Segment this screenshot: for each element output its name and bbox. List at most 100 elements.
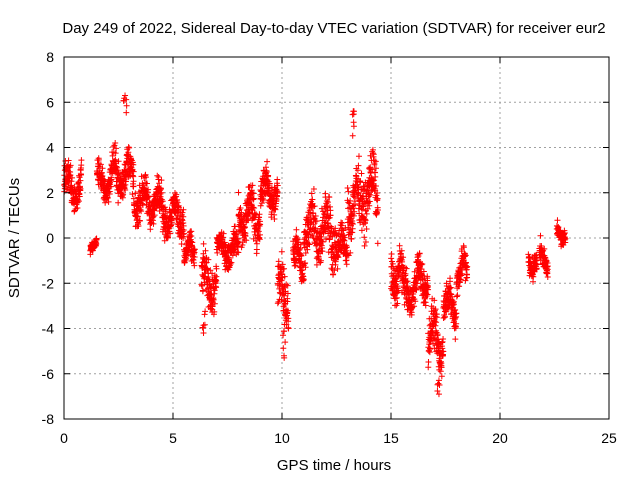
x-tick-label: 25 [601, 430, 617, 446]
data-point [433, 314, 440, 321]
y-tick-label: 2 [46, 185, 54, 201]
data-point [107, 183, 114, 190]
data-point [69, 174, 76, 181]
data-point [453, 293, 460, 300]
data-point [191, 246, 198, 253]
data-point [156, 207, 163, 214]
data-point [324, 210, 331, 217]
data-point [561, 229, 568, 236]
data-point [355, 153, 362, 160]
data-point [372, 183, 379, 190]
data-point [544, 274, 551, 281]
data-point [257, 221, 264, 228]
data-point [395, 287, 402, 294]
data-point [343, 244, 350, 251]
data-point [179, 217, 186, 224]
data-point [447, 275, 454, 282]
data-point [129, 172, 136, 179]
data-point [130, 183, 137, 190]
data-point [432, 306, 439, 313]
data-point [293, 226, 300, 233]
data-point [135, 222, 142, 229]
data-point [150, 220, 157, 227]
data-point [431, 297, 438, 304]
data-point [420, 268, 427, 275]
data-point [461, 250, 468, 257]
data-point [258, 200, 265, 207]
data-point [213, 273, 220, 280]
data-point [414, 280, 421, 287]
data-point [151, 212, 158, 219]
data-point [281, 292, 288, 299]
data-point [372, 173, 379, 180]
data-point [324, 220, 331, 227]
x-tick-label: 15 [383, 430, 399, 446]
data-point [425, 359, 432, 366]
data-point [464, 263, 471, 270]
data-point [155, 174, 162, 181]
data-point [411, 303, 418, 310]
data-point [114, 167, 121, 174]
x-axis-title: GPS time / hours [277, 457, 391, 474]
data-point [432, 313, 439, 320]
data-point [143, 180, 150, 187]
data-point [173, 191, 180, 198]
data-point [278, 248, 285, 255]
data-point [367, 191, 374, 198]
data-point [213, 284, 220, 291]
data-point [263, 168, 270, 175]
data-point [311, 203, 318, 210]
data-point [246, 209, 253, 216]
data-point [462, 259, 469, 266]
data-point [347, 249, 354, 256]
data-point [180, 230, 187, 237]
data-point [350, 108, 357, 115]
data-point [297, 241, 304, 248]
data-point [78, 162, 85, 169]
data-point [228, 259, 235, 266]
data-point [327, 212, 334, 219]
data-point [188, 238, 195, 245]
data-point [129, 191, 136, 198]
data-point [260, 197, 267, 204]
data-point [436, 366, 443, 373]
data-point [324, 199, 331, 206]
data-point [138, 208, 145, 215]
data-point [302, 264, 309, 271]
data-point [306, 241, 313, 248]
data-point [274, 182, 281, 189]
x-tick-label: 20 [492, 430, 508, 446]
data-point [120, 97, 127, 104]
x-tick-label: 0 [60, 430, 68, 446]
data-point [452, 314, 459, 321]
data-point [281, 273, 288, 280]
data-point [388, 250, 395, 257]
data-point [221, 239, 228, 246]
y-tick-labels: -8 -6 -4 -2 0 2 4 6 8 [42, 49, 55, 427]
data-point [310, 210, 317, 217]
data-point [242, 233, 249, 240]
data-point [308, 190, 315, 197]
data-point [115, 199, 122, 206]
data-point [62, 158, 69, 165]
data-point [205, 256, 212, 263]
data-point [422, 302, 429, 309]
data-point [432, 322, 439, 329]
data-point [126, 144, 133, 151]
data-point [403, 265, 410, 272]
data-point [406, 292, 413, 299]
data-point [358, 227, 365, 234]
data-point [115, 158, 122, 165]
data-point [464, 274, 471, 281]
data-point [241, 229, 248, 236]
data-point [241, 224, 248, 231]
data-point [332, 225, 339, 232]
data-point [180, 213, 187, 220]
data-point [369, 166, 376, 173]
data-point [313, 261, 320, 268]
data-point [389, 260, 396, 267]
data-point [243, 237, 250, 244]
data-point [350, 123, 357, 130]
data-point [436, 381, 443, 388]
